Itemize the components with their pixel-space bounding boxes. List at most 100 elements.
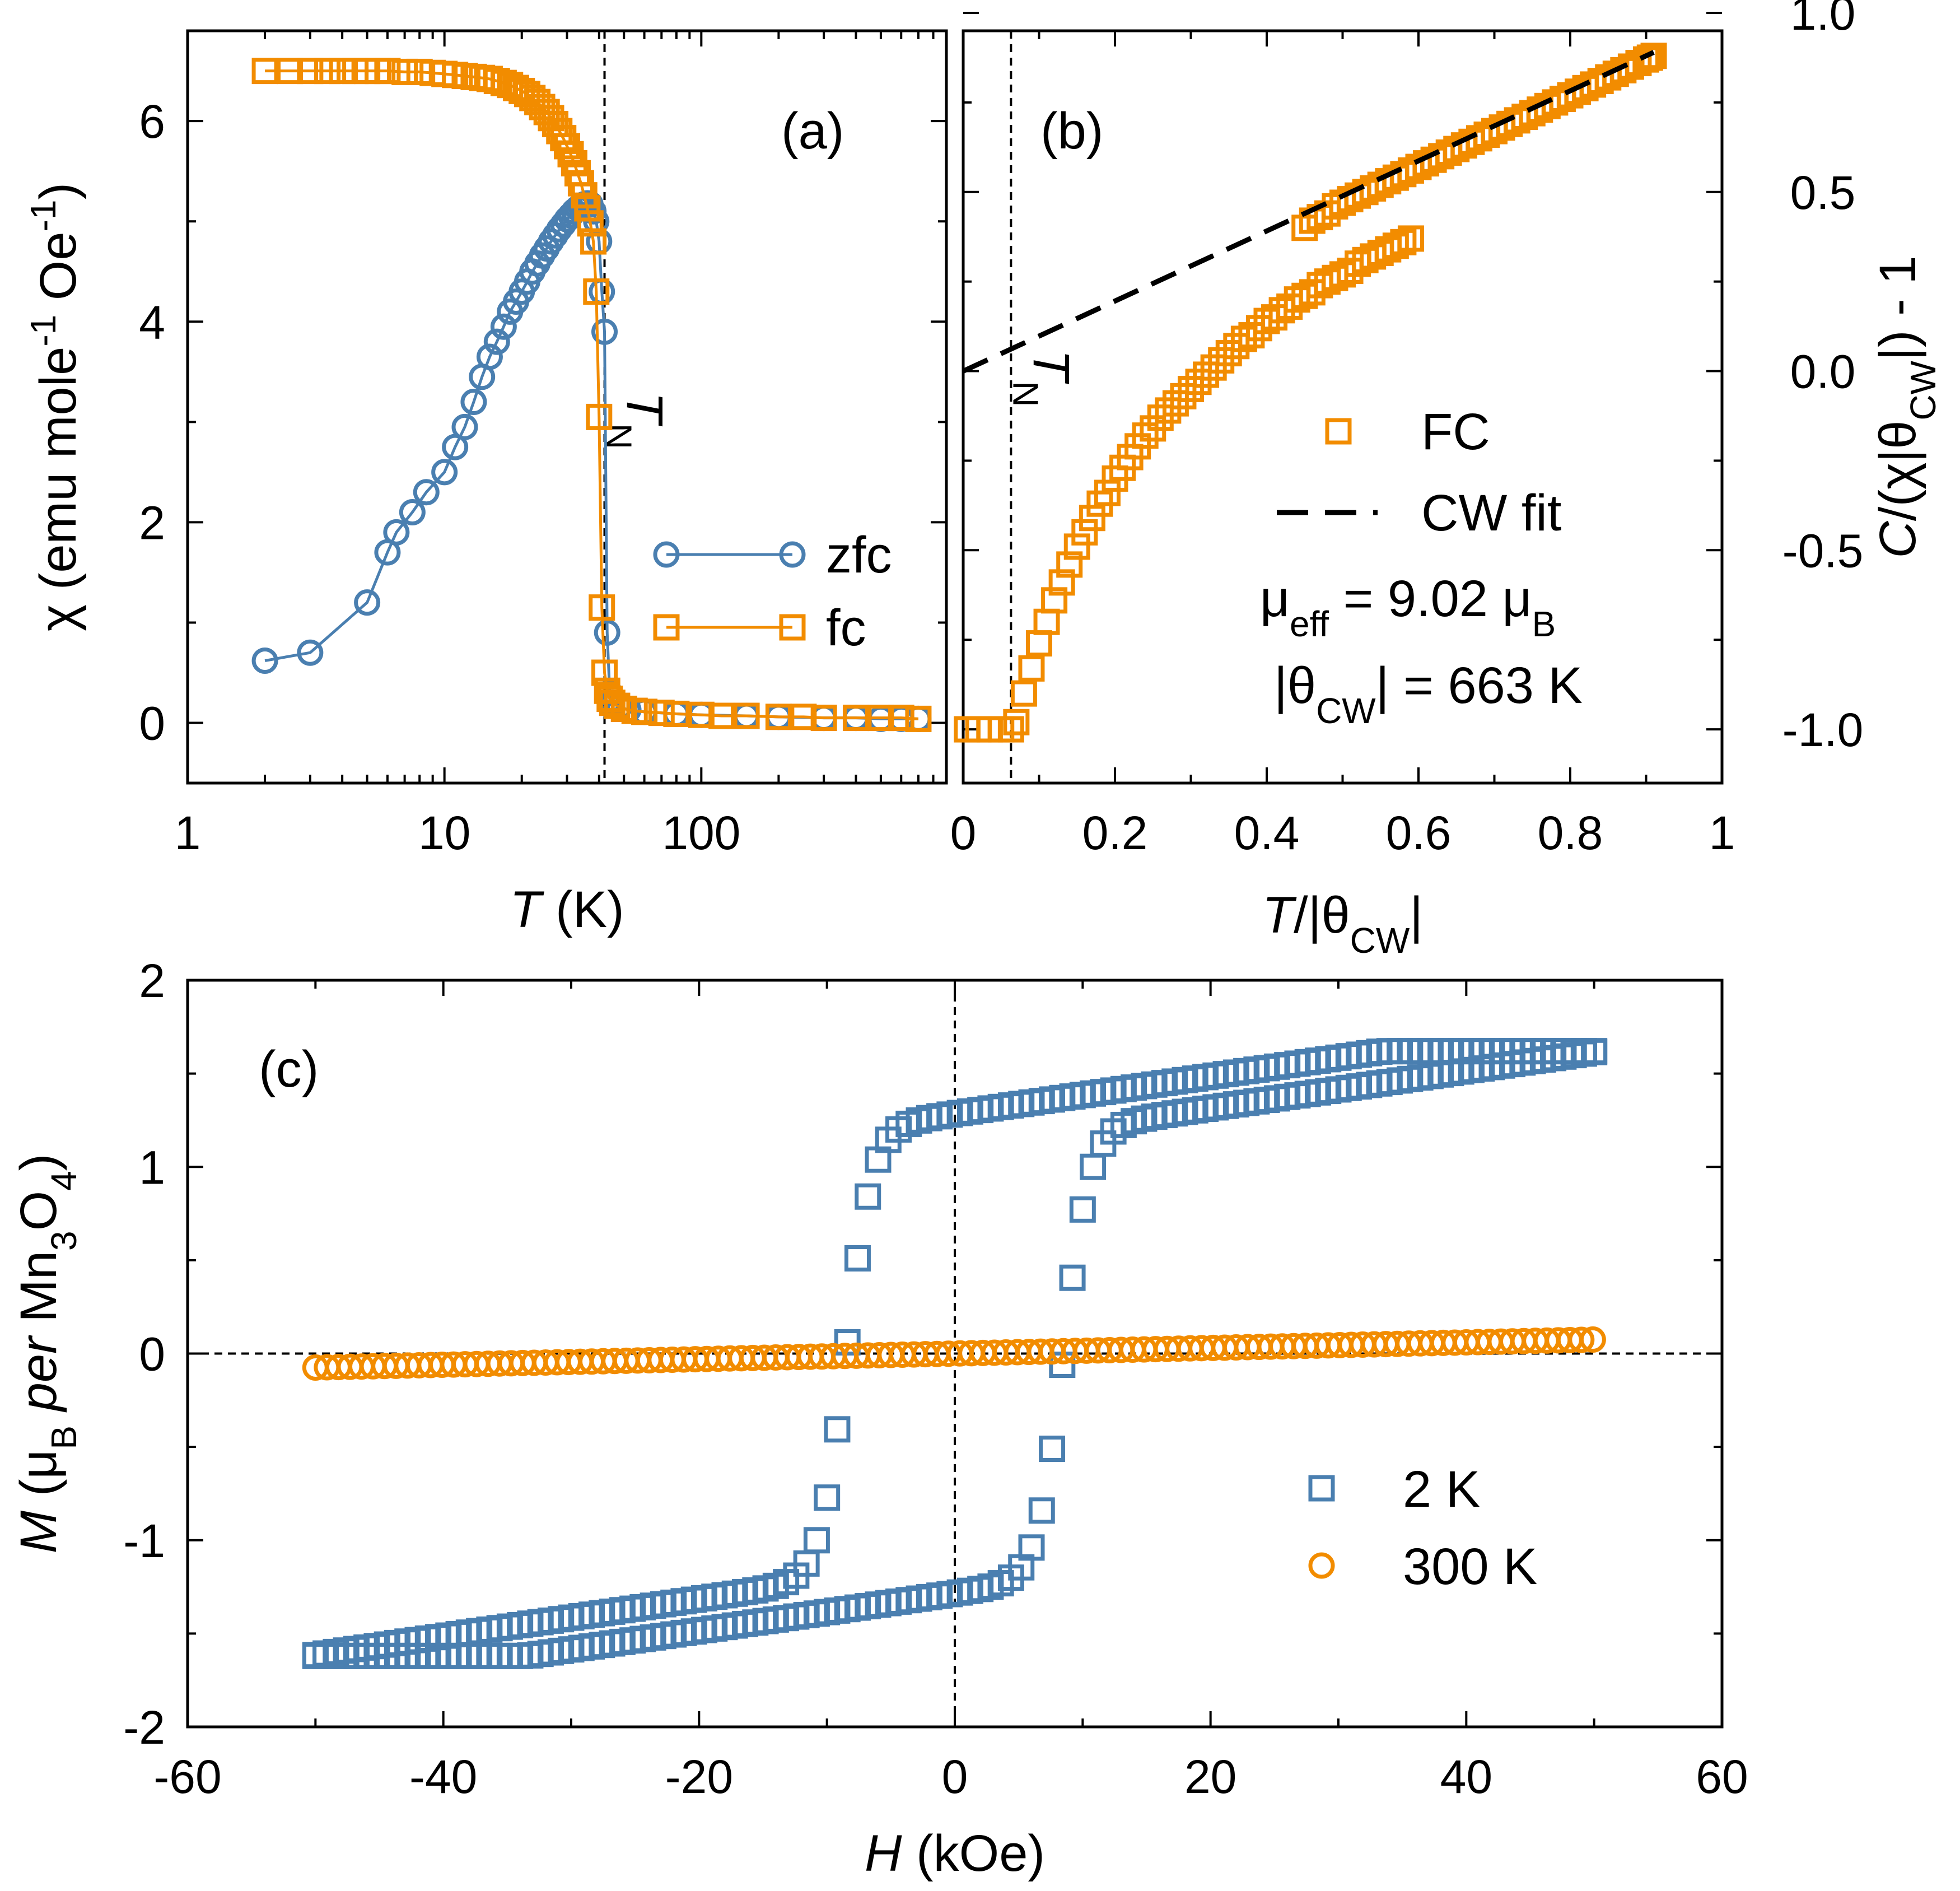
panel-label-b: (b) [1040, 103, 1103, 160]
data-point-300K [1568, 1326, 1595, 1353]
y-tick-label: -2 [123, 1701, 165, 1754]
data-point-FC [1132, 422, 1159, 449]
data-point-FC [1010, 680, 1037, 707]
data-point-fc [554, 133, 580, 160]
data-point-fc [586, 403, 613, 430]
data-point-2K [855, 1183, 881, 1210]
y-tick-label: 1.0 [1790, 0, 1856, 40]
x-tick-label: -40 [409, 1750, 477, 1803]
data-point-fc [733, 702, 760, 729]
data-point-2K [844, 1245, 871, 1272]
legend-label-FC: FC [1421, 403, 1490, 460]
y-tick-label: 0.5 [1790, 166, 1856, 219]
data-point-fc [277, 58, 304, 85]
data-point-2K [1069, 1196, 1096, 1223]
data-point-300K [1579, 1326, 1606, 1353]
data-point-fc [583, 278, 610, 305]
y-tick-label: 0 [139, 1328, 165, 1381]
data-point-fc [574, 195, 601, 222]
data-point-2K [834, 1329, 861, 1356]
y-axis-label-a: χ (emu mole-1 Oe-1) [23, 183, 87, 631]
x-tick-label: 40 [1440, 1750, 1492, 1803]
data-point-FC [1155, 397, 1182, 424]
data-point-zfc [591, 318, 618, 345]
data-point-fc [842, 705, 869, 732]
data-point-FC [1147, 404, 1174, 431]
legend-label-2K: 2 K [1403, 1461, 1480, 1518]
data-point-zfc [297, 639, 324, 666]
data-point-fc [663, 700, 690, 727]
data-point-FC [1208, 347, 1235, 374]
data-point-FC [1063, 533, 1090, 560]
data-point-zfc [383, 519, 410, 546]
data-point-FC [1284, 286, 1310, 313]
data-point-FC [1056, 551, 1083, 578]
data-point-fc [314, 58, 341, 85]
data-point-zfc [460, 389, 487, 416]
data-point-zfc [413, 479, 440, 506]
data-point-FC [1322, 264, 1348, 291]
data-point-FC [1382, 232, 1409, 259]
data-point-FC [1094, 479, 1121, 506]
x-tick-label: 0.2 [1082, 807, 1148, 859]
data-point-FC [1079, 505, 1105, 532]
data-point-FC [1397, 225, 1424, 252]
y-tick-label: 6 [139, 95, 165, 148]
series-line-fc [265, 69, 919, 720]
x-tick-label: 20 [1184, 1750, 1236, 1803]
y-tick-label: -1.0 [1782, 704, 1864, 756]
data-point-FC [1048, 569, 1075, 596]
data-point-FC [1033, 608, 1060, 635]
data-point-2K [814, 1484, 841, 1511]
theta-cw-annotation: |θCW| = 663 K [1274, 657, 1583, 731]
data-point-fc [810, 705, 837, 732]
data-point-FC [1390, 229, 1417, 255]
data-point-zfc [451, 413, 478, 440]
data-point-FC [1018, 655, 1045, 682]
x-tick-label: 60 [1696, 1750, 1748, 1803]
data-point-zfc [476, 343, 503, 370]
x-axis-label-a: T (K) [510, 881, 624, 938]
data-point-fc [867, 705, 894, 732]
data-point-fc [297, 58, 324, 85]
data-point-fc [708, 702, 735, 729]
data-point-FC [1193, 361, 1220, 388]
y-tick-label: -1 [123, 1515, 165, 1567]
legend-label-CW-fit: CW fit [1421, 485, 1561, 542]
data-point-FC [1071, 519, 1098, 546]
data-point-fc [765, 704, 792, 730]
data-point-FC [1178, 376, 1204, 403]
data-point-zfc [490, 313, 517, 340]
data-point-2K [803, 1527, 830, 1554]
legend-marker-FC [1325, 418, 1352, 445]
x-tick-label: 10 [418, 807, 470, 859]
data-point-fc [790, 704, 817, 730]
legend-c: 2 K 300 K [1308, 1461, 1537, 1595]
legend-b: FC CW fit [1277, 403, 1561, 542]
x-tick-label: 0.6 [1386, 807, 1452, 859]
data-point-2K [824, 1416, 851, 1443]
data-point-fc [580, 228, 607, 255]
x-tick-label: 0.4 [1234, 807, 1300, 859]
y-tick-label: 1 [139, 1141, 165, 1194]
legend-marker-zfc [653, 541, 680, 568]
y-axis-label-c: M (μB per Mn3O4) [10, 1154, 84, 1554]
cw-fit-line [962, 50, 1655, 374]
x-tick-label: 100 [662, 807, 740, 859]
data-point-fc [550, 125, 577, 152]
legend-marker-fc [779, 614, 806, 641]
data-point-fc [476, 66, 503, 92]
data-point-FC [1238, 322, 1265, 349]
data-point-fc [557, 141, 584, 167]
mu-eff-annotation: μeff = 9.02 μB [1260, 570, 1556, 644]
data-point-fc [577, 210, 604, 237]
x-tick-label: -20 [665, 1750, 733, 1803]
x-tick-label: -60 [153, 1750, 221, 1803]
data-point-FC [1185, 369, 1212, 395]
data-point-2K [1018, 1534, 1045, 1561]
data-point-zfc [399, 499, 426, 526]
data-point-2K [1059, 1264, 1086, 1291]
data-point-2K [1581, 1038, 1608, 1065]
x-tick-label: 0.8 [1538, 807, 1603, 859]
